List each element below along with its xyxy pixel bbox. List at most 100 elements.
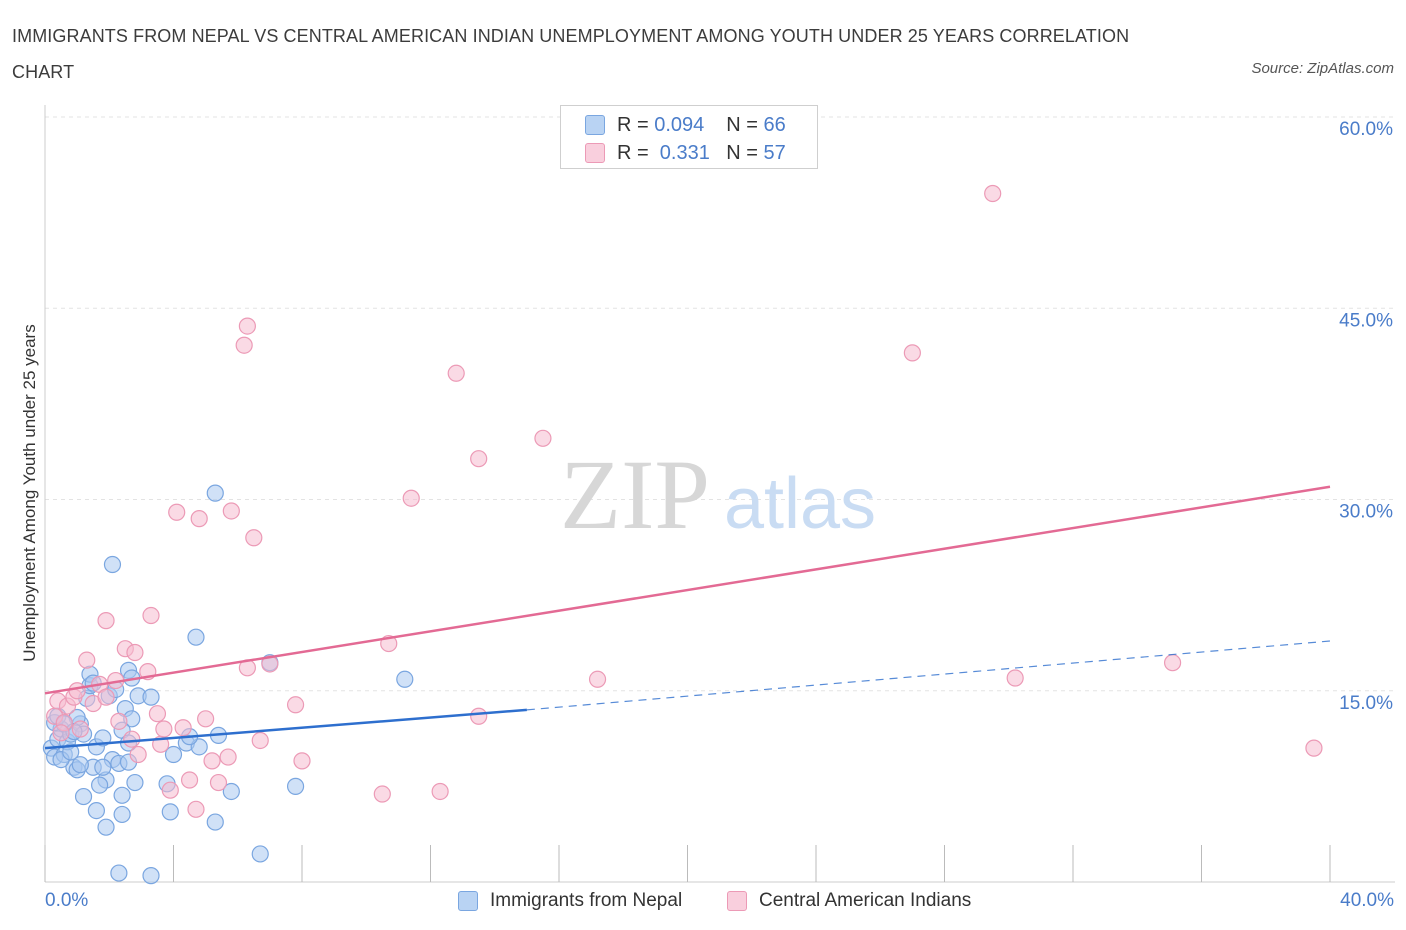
y-tick-label: 60.0% [1339, 119, 1393, 140]
point-nepal [103, 555, 122, 574]
trend-line-nepal [44, 708, 527, 750]
correlation-legend: R = 0.094 N = 66 R = 0.331 N = 57 [560, 105, 818, 169]
trend-line-central-american [44, 485, 1331, 695]
legend-swatch-pink [585, 143, 605, 163]
point-central-american [588, 670, 607, 688]
legend-swatch-pink [727, 891, 747, 911]
point-nepal [62, 743, 80, 761]
series-legend: Immigrants from Nepal Central American I… [0, 888, 1406, 916]
source-label: Source: ZipAtlas.com [1251, 60, 1394, 77]
point-central-american [97, 688, 115, 706]
legend-item-central-american[interactable]: Central American Indians [727, 890, 971, 912]
legend-item-label: Immigrants from Nepal [490, 890, 683, 911]
point-central-american [142, 606, 160, 625]
point-central-american [984, 184, 1002, 203]
point-nepal [94, 729, 112, 747]
point-central-american [97, 612, 115, 630]
point-central-american [123, 730, 141, 748]
point-central-american [219, 748, 237, 766]
point-nepal [187, 628, 205, 646]
point-nepal [87, 801, 106, 820]
legend-n-label: N = [726, 113, 758, 136]
legend-item-label: Central American Indians [759, 890, 972, 911]
point-central-american [126, 643, 144, 662]
point-nepal [222, 782, 240, 801]
trend-lines [44, 485, 1331, 750]
axes [44, 105, 1395, 883]
x-tick-label-min: 0.0% [45, 890, 89, 911]
point-central-american [148, 705, 167, 723]
point-central-american [197, 710, 215, 728]
point-central-american [238, 317, 256, 335]
legend-row-nepal: R = 0.094 N = 66 [585, 113, 786, 137]
point-nepal [206, 484, 224, 502]
legend-r-label: R = [617, 113, 649, 136]
y-tick-label: 30.0% [1339, 502, 1393, 523]
legend-r-label: R = [617, 141, 649, 164]
point-central-american [903, 344, 921, 362]
legend-item-nepal[interactable]: Immigrants from Nepal [458, 890, 682, 912]
point-nepal [286, 777, 305, 795]
point-central-american [245, 529, 263, 547]
point-nepal [251, 845, 269, 863]
point-central-american [110, 712, 128, 730]
point-nepal [113, 786, 131, 804]
point-central-american [168, 503, 186, 521]
point-central-american [187, 800, 205, 818]
point-central-american [222, 502, 240, 520]
legend-n-value: 66 [763, 113, 786, 136]
point-central-american [431, 782, 449, 801]
point-central-american [52, 724, 70, 742]
point-nepal [91, 776, 109, 794]
point-central-american [286, 696, 305, 714]
point-nepal [97, 818, 115, 836]
point-nepal [74, 787, 93, 806]
watermark-zip: ZIP [560, 439, 710, 550]
y-tick-label: 45.0% [1339, 310, 1393, 331]
point-central-american [470, 707, 488, 725]
legend-r-value: 0.094 [654, 113, 705, 136]
watermark-atlas: atlas [724, 464, 876, 544]
point-central-american [293, 752, 311, 770]
y-tick-labels: 15.0% 30.0% 45.0% 60.0% [1339, 119, 1393, 714]
legend-swatch-blue [458, 891, 478, 911]
chart-title: IMMIGRANTS FROM NEPAL VS CENTRAL AMERICA… [12, 26, 1130, 82]
point-nepal [396, 670, 414, 688]
point-central-american [447, 364, 465, 382]
point-central-american [251, 731, 269, 750]
point-central-american [1163, 654, 1182, 672]
point-central-american [235, 336, 253, 354]
point-central-american [534, 429, 552, 447]
point-central-american [174, 719, 192, 737]
legend-n-value: 57 [763, 141, 786, 164]
point-nepal [142, 867, 160, 885]
point-nepal [94, 758, 112, 776]
point-central-american [209, 773, 228, 792]
point-nepal [161, 803, 179, 821]
legend-row-central-american: R = 0.331 N = 57 [585, 141, 786, 165]
point-central-american [161, 781, 179, 799]
y-tick-label: 15.0% [1339, 693, 1393, 714]
point-nepal [110, 864, 128, 882]
legend-n-label: N = [726, 141, 758, 164]
point-nepal [206, 813, 224, 831]
legend-r-value: 0.331 [654, 141, 710, 164]
point-nepal [126, 773, 144, 792]
point-nepal [164, 745, 183, 764]
point-central-american [470, 450, 488, 468]
legend-swatch-blue [585, 115, 605, 135]
point-central-american [78, 651, 96, 669]
point-central-american [155, 720, 173, 738]
point-central-american [373, 785, 391, 803]
gridlines [45, 116, 1395, 692]
point-central-american [71, 720, 89, 738]
point-nepal [113, 805, 131, 824]
trend-line-nepal-extension [526, 640, 1331, 711]
point-central-american [203, 752, 221, 770]
point-central-american [190, 510, 208, 528]
point-central-american [129, 745, 147, 764]
point-central-american [1305, 739, 1323, 757]
point-central-american [68, 682, 86, 700]
point-central-american [180, 771, 199, 789]
